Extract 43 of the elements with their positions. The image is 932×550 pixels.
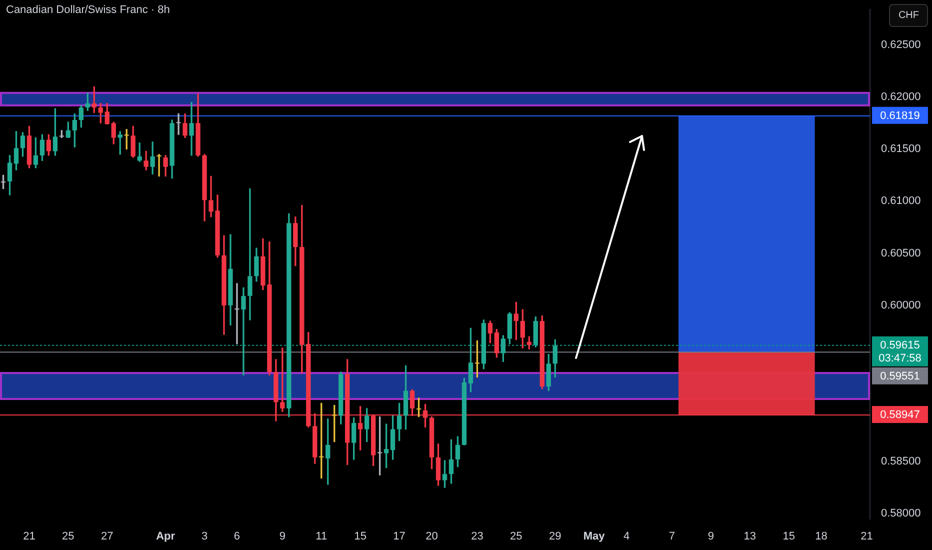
- candlestick: [234, 283, 240, 344]
- ref-line-label: 0.61819: [880, 110, 920, 122]
- ref-line-label: 0.59551: [880, 370, 920, 382]
- chart-title: Canadian Dollar/Swiss Franc · 8h: [6, 4, 170, 16]
- x-tick-label: 6: [234, 530, 240, 542]
- x-tick-label: 11: [316, 530, 328, 542]
- candlestick: [176, 113, 181, 135]
- x-tick-label: 9: [279, 530, 286, 542]
- x-tick-label: 9: [708, 530, 714, 542]
- x-tick-label: 17: [393, 530, 406, 542]
- text: CHF: [889, 4, 928, 27]
- ref-line-label: 0.59615 03:47:58: [878, 339, 922, 364]
- y-tick-label: 0.60000: [881, 299, 921, 312]
- x-tick-label: 7: [668, 530, 676, 542]
- x-tick-label: 29: [548, 530, 562, 542]
- candlestick: [189, 102, 194, 156]
- x-tick-label: May: [583, 530, 606, 542]
- x-tick-label: 20: [426, 530, 438, 542]
- x-tick-label: 21: [860, 530, 873, 542]
- y-tick-label: 0.58500: [881, 456, 921, 468]
- y-tick-label: 0.62500: [881, 39, 921, 52]
- x-tick-label: 25: [62, 530, 74, 542]
- x-tick-label: 25: [510, 530, 522, 542]
- x-tick-label: 21: [23, 530, 36, 542]
- candlestick: [156, 154, 162, 177]
- x-tick-label: 23: [471, 530, 484, 542]
- x-tick-label: 4: [623, 530, 630, 542]
- y-tick-label: 0.61000: [881, 195, 921, 208]
- x-tick-label: 15: [354, 530, 366, 542]
- x-tick-label: Apr: [156, 530, 176, 542]
- candlestick: [241, 287, 246, 376]
- x-tick-label: 18: [815, 530, 828, 542]
- x-tick-label: 15: [782, 530, 795, 542]
- candlestick: [248, 188, 252, 320]
- y-tick-label: 0.61500: [881, 143, 921, 156]
- y-tick-label: 0.58000: [881, 508, 921, 520]
- x-tick-label: 3: [201, 530, 208, 542]
- x-tick-label: 13: [744, 530, 756, 542]
- x-tick-label: 27: [101, 530, 114, 542]
- candlestick: [280, 348, 285, 412]
- y-tick-label: 0.60500: [881, 247, 921, 260]
- y-tick-label: 0.62000: [881, 91, 921, 104]
- ref-line-label: 0.58947: [880, 409, 920, 422]
